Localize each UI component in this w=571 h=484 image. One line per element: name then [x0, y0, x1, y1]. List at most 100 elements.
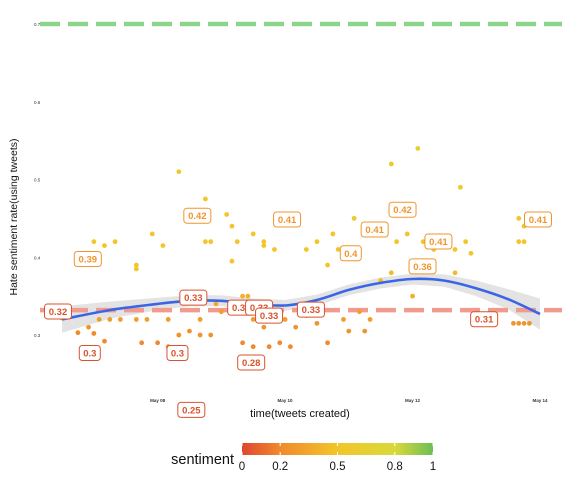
- data-point: [303, 247, 309, 252]
- data-label: 0.41: [273, 211, 302, 228]
- svg-text:0.36: 0.36: [413, 262, 432, 273]
- data-point: [229, 223, 235, 229]
- svg-text:0.41: 0.41: [529, 215, 548, 226]
- data-point: [261, 239, 267, 245]
- data-point: [107, 317, 113, 322]
- data-point: [420, 239, 426, 245]
- data-label: 0.31: [470, 311, 499, 328]
- data-label: 0.33: [179, 289, 208, 306]
- svg-text:0.28: 0.28: [242, 358, 261, 369]
- data-point: [351, 215, 357, 221]
- svg-text:0.33: 0.33: [260, 311, 279, 322]
- y-tick-label: 0.4: [34, 255, 41, 260]
- data-point: [457, 184, 463, 190]
- svg-text:0.31: 0.31: [475, 315, 494, 326]
- data-point: [282, 317, 288, 322]
- data-point: [516, 320, 522, 326]
- data-point: [362, 328, 368, 334]
- data-point: [229, 258, 235, 264]
- data-point: [245, 293, 251, 299]
- data-label: 0.33: [255, 307, 284, 324]
- legend-tick-label: 1: [430, 461, 436, 473]
- data-point: [197, 332, 203, 338]
- data-point: [165, 317, 171, 322]
- legend-ticks: 0 0.2 0.5 0.8 1: [239, 443, 436, 473]
- trend-line-path: [61, 277, 541, 321]
- data-point: [404, 231, 410, 237]
- svg-text:0.42: 0.42: [393, 205, 412, 216]
- x-tick-label: May 10: [278, 398, 294, 403]
- data-point: [149, 231, 155, 237]
- data-point: [133, 266, 139, 272]
- data-label: 0.41: [424, 233, 453, 250]
- x-tick-label: May 12: [405, 398, 421, 403]
- svg-text:0.25: 0.25: [182, 405, 201, 416]
- y-axis-label: Hate sentiment rate(using tweets): [8, 139, 20, 296]
- svg-text:0.41: 0.41: [365, 225, 384, 236]
- data-point: [277, 340, 283, 346]
- data-point: [521, 320, 527, 326]
- data-point: [240, 340, 245, 346]
- data-point: [155, 340, 161, 346]
- data-point: [102, 338, 107, 344]
- legend-colorbar: [242, 443, 433, 455]
- data-point: [250, 317, 256, 322]
- data-point: [415, 146, 421, 151]
- data-point: [341, 317, 346, 322]
- data-point: [468, 250, 474, 256]
- data-point: [516, 239, 522, 245]
- data-label: 0.41: [360, 221, 389, 238]
- legend-tick-label: 0.5: [330, 461, 346, 473]
- x-axis-label: time(tweets created): [250, 408, 350, 420]
- data-point: [176, 169, 182, 175]
- legend-tick-label: 0: [239, 461, 245, 473]
- data-point: [91, 239, 97, 245]
- svg-text:0.33: 0.33: [302, 305, 321, 316]
- data-point: [144, 317, 150, 322]
- reference-lines: [40, 21, 562, 313]
- svg-text:0.33: 0.33: [232, 303, 251, 314]
- data-label: 0.28: [237, 354, 266, 371]
- y-tick-label: 0.7: [34, 22, 41, 27]
- svg-text:0.41: 0.41: [278, 215, 297, 226]
- data-point: [112, 239, 118, 245]
- svg-text:0.32: 0.32: [49, 307, 68, 318]
- legend-title: sentiment: [171, 452, 234, 468]
- data-label: 0.3: [166, 345, 189, 361]
- svg-text:0.42: 0.42: [188, 211, 207, 222]
- trend-line: [61, 277, 541, 321]
- data-label: 0.36: [408, 258, 437, 275]
- data-point: [314, 239, 320, 245]
- data-label: 0.32: [44, 303, 72, 320]
- data-point: [325, 262, 330, 268]
- data-point: [266, 344, 272, 350]
- legend-tick-label: 0.2: [272, 461, 288, 473]
- data-point: [160, 243, 166, 248]
- data-point: [521, 239, 527, 245]
- data-point: [511, 320, 516, 326]
- data-points: [59, 146, 532, 350]
- data-point: [208, 332, 214, 338]
- data-point: [261, 324, 267, 330]
- data-point: [388, 270, 394, 276]
- y-tick-label: 0.5: [34, 178, 41, 183]
- y-axis-ticks: 0.3 0.4 0.5 0.6 0.7: [34, 22, 41, 338]
- data-point: [240, 293, 245, 299]
- data-point: [187, 328, 192, 334]
- data-label: 0.33: [296, 301, 325, 318]
- data-point: [293, 324, 299, 330]
- data-point: [208, 239, 214, 245]
- x-axis-ticks: May 08 May 10 May 12 May 14: [150, 398, 548, 403]
- legend-tick-label: 0.8: [387, 461, 403, 473]
- svg-text:0.41: 0.41: [429, 237, 448, 248]
- x-tick-label: May 08: [150, 398, 166, 403]
- data-point: [203, 196, 208, 202]
- data-point: [197, 317, 203, 322]
- data-label: 0.42: [183, 207, 212, 224]
- data-point: [314, 320, 320, 326]
- data-label: 0.3: [78, 345, 101, 361]
- data-point: [394, 239, 399, 245]
- y-tick-label: 0.6: [34, 100, 41, 105]
- data-labels: 0.32 0.39 0.3 0.3 0.33 0.42 0.25 0.33 0.28 0.33 0.…: [44, 201, 552, 418]
